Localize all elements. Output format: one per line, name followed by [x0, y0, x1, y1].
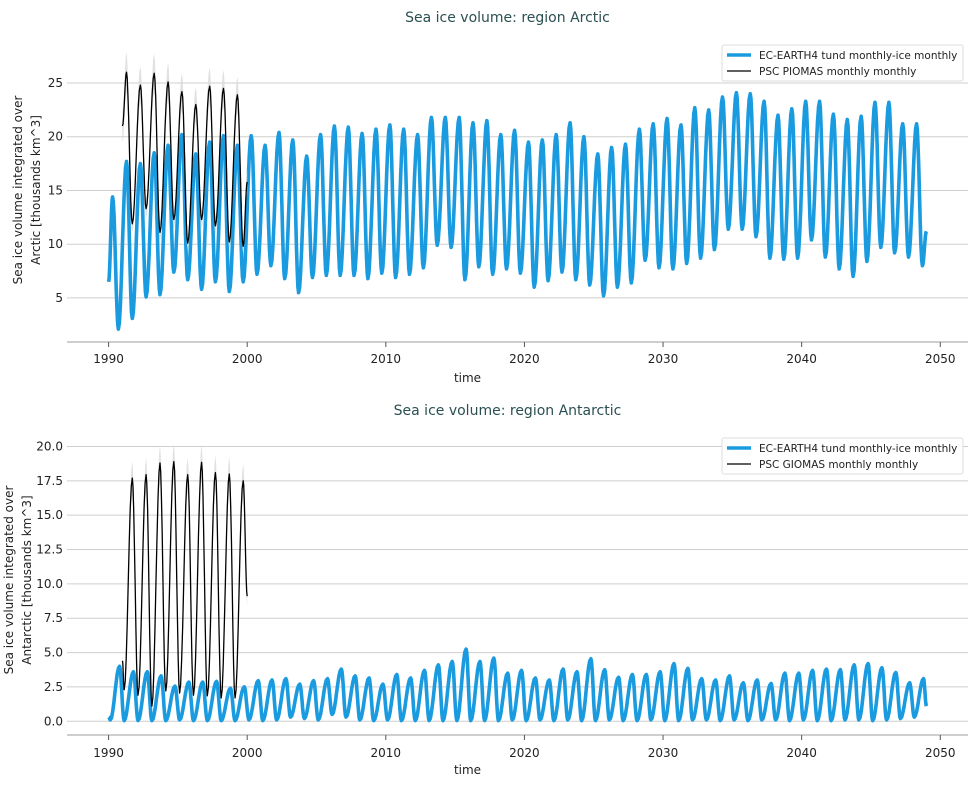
x-tick-label: 2020: [509, 746, 540, 760]
x-tick-label: 2020: [509, 352, 540, 366]
y-tick-label: 7.5: [44, 611, 63, 625]
x-axis-label: time: [454, 371, 481, 385]
chart-title: Sea ice volume: region Antarctic: [394, 403, 622, 419]
x-tick-label: 2010: [371, 746, 402, 760]
series-line-observations: [121, 460, 248, 707]
y-tick-label: 5: [55, 291, 63, 305]
legend-entry: PSC PIOMAS monthly monthly: [759, 66, 916, 78]
x-tick-label: 2010: [371, 352, 402, 366]
chart-panel-arctic: Sea ice volume: region Arctic 5 10 15 20 25 19…: [11, 10, 968, 385]
x-tick-label: 2000: [232, 746, 263, 760]
legend-box: [721, 437, 964, 475]
y-tick-label: 0.0: [44, 714, 63, 728]
y-tick-label: 17.5: [36, 474, 63, 488]
y-axis-label: Sea ice volume integrated over: [2, 486, 16, 675]
legend-entry: EC-EARTH4 tund monthly-ice monthly: [759, 50, 957, 62]
y-tick-label: 5.0: [44, 646, 63, 660]
y-tick-label: 15.0: [36, 508, 63, 522]
chart-title: Sea ice volume: region Arctic: [405, 10, 610, 26]
x-tick-label: 2040: [786, 746, 817, 760]
y-axis-label: Antarctic [thousands km^3]: [20, 495, 34, 664]
x-tick-label: 2000: [232, 352, 263, 366]
y-axis-label: Sea ice volume integrated over: [11, 96, 25, 285]
x-tick-label: 2040: [786, 352, 817, 366]
x-tick-label: 2050: [925, 746, 956, 760]
legend-entry: EC-EARTH4 tund monthly-ice monthly: [759, 443, 957, 455]
legend-box: [721, 44, 964, 82]
chart-panel-antarctic: Sea ice volume: region Antarctic 0.0 2.5 5.…: [2, 403, 968, 777]
legend: EC-EARTH4 tund monthly-ice monthly PSC GI…: [721, 437, 964, 475]
y-axis-label: Arctic [thousands km^3]: [29, 115, 43, 265]
y-tick-label: 20: [48, 130, 63, 144]
x-tick-label: 1990: [93, 746, 124, 760]
y-tick-label: 10: [48, 237, 63, 251]
x-tick-label: 2030: [648, 746, 679, 760]
x-tick-label: 2030: [648, 352, 679, 366]
x-axis-label: time: [454, 763, 481, 777]
y-tick-label: 15: [48, 183, 63, 197]
x-tick-label: 2050: [925, 352, 956, 366]
y-tick-label: 12.5: [36, 543, 63, 557]
series-line-model: [106, 90, 929, 331]
series-line-model: [107, 647, 929, 723]
x-tick-label: 1990: [93, 352, 124, 366]
y-tick-label: 20.0: [36, 439, 63, 453]
y-tick-label: 10.0: [36, 577, 63, 591]
legend-entry: PSC GIOMAS monthly monthly: [759, 459, 918, 471]
y-tick-label: 2.5: [44, 680, 63, 694]
y-tick-label: 25: [48, 76, 63, 90]
legend: EC-EARTH4 tund monthly-ice monthly PSC PI…: [721, 44, 964, 82]
series-line-observations: [121, 71, 248, 247]
